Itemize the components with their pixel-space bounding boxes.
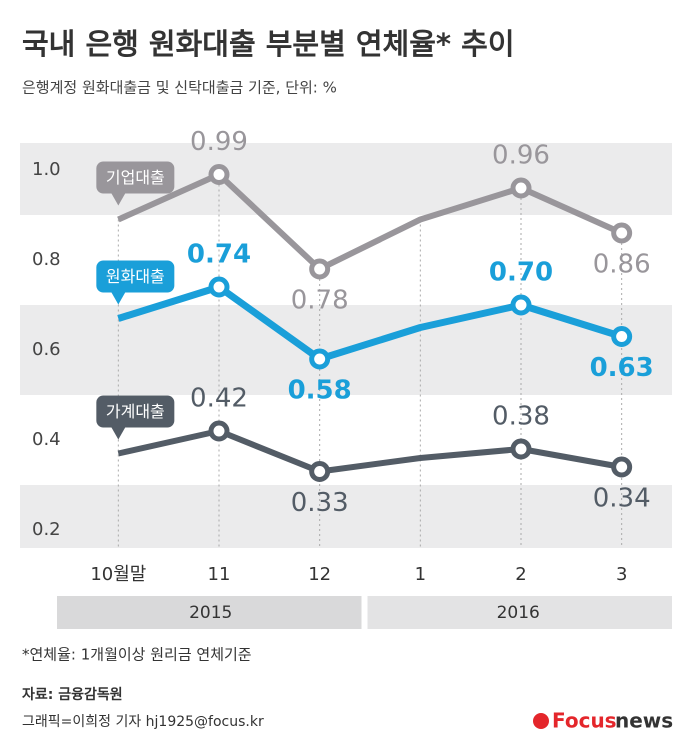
y-tick-label: 0.4 xyxy=(32,429,61,450)
point xyxy=(208,276,230,298)
brand-icon xyxy=(533,713,549,729)
grid-band xyxy=(20,485,672,548)
value-label: 0.33 xyxy=(291,488,349,518)
series-line xyxy=(117,428,623,475)
x-tick-label: 10월말 xyxy=(90,564,146,585)
group-band xyxy=(367,596,672,629)
point xyxy=(208,420,230,442)
group-label: 2016 xyxy=(497,603,540,623)
value-label: 0.38 xyxy=(492,402,550,432)
x-tick-label: 1 xyxy=(415,564,426,585)
point xyxy=(611,326,633,347)
value-label: 0.86 xyxy=(593,250,651,280)
x-tick-label: 3 xyxy=(616,564,627,585)
title: 국내 은행 원화대출 부분별 연체율* 추이 xyxy=(22,27,515,61)
y-tick-label: 0.6 xyxy=(32,339,61,360)
point xyxy=(309,258,331,280)
legend-label: 원화대출 xyxy=(106,267,165,286)
badge-pointer xyxy=(110,425,127,440)
footnote: *연체율: 1개월이상 원리금 연체기준 xyxy=(22,646,252,664)
point xyxy=(208,164,230,185)
legend-badge xyxy=(96,260,175,293)
y-tick-label: 1.0 xyxy=(32,159,61,180)
point xyxy=(611,456,633,478)
value-label: 0.74 xyxy=(187,240,251,270)
y-tick-label: 0.2 xyxy=(32,519,61,540)
point xyxy=(309,461,331,482)
point xyxy=(510,177,532,199)
legend-badge xyxy=(96,395,175,428)
point xyxy=(309,348,331,370)
value-label: 0.99 xyxy=(190,127,248,157)
badge-pointer xyxy=(110,290,127,305)
legend-label: 기업대출 xyxy=(106,168,165,187)
value-label: 0.63 xyxy=(590,353,654,383)
credit: 그래픽=이희정 기자 hj1925@focus.kr xyxy=(22,714,264,730)
x-tick-label: 12 xyxy=(308,564,331,585)
point xyxy=(611,222,633,244)
source: 자료: 금융감독원 xyxy=(22,686,123,703)
value-label: 0.96 xyxy=(492,141,550,171)
x-tick-label: 11 xyxy=(208,564,231,585)
series-line xyxy=(117,171,623,272)
brand-focus: Focus xyxy=(552,709,617,733)
x-tick-label: 2 xyxy=(515,564,526,585)
subtitle: 은행계정 원화대출금 및 신탁대출금 기준, 단위: % xyxy=(22,79,337,97)
legend-badge xyxy=(96,161,175,194)
group-band xyxy=(57,596,362,629)
group-label: 2015 xyxy=(189,603,232,623)
point xyxy=(510,294,532,316)
series-line xyxy=(117,283,623,363)
badge-pointer xyxy=(110,191,127,206)
value-label: 0.78 xyxy=(291,286,349,316)
point xyxy=(510,438,532,460)
value-label: 0.70 xyxy=(489,258,553,288)
value-label: 0.42 xyxy=(190,384,248,414)
legend-label: 가계대출 xyxy=(106,402,165,421)
value-label: 0.58 xyxy=(288,376,352,406)
y-tick-label: 0.8 xyxy=(32,249,61,270)
brand-news: news xyxy=(615,709,673,733)
value-label: 0.34 xyxy=(593,484,651,514)
